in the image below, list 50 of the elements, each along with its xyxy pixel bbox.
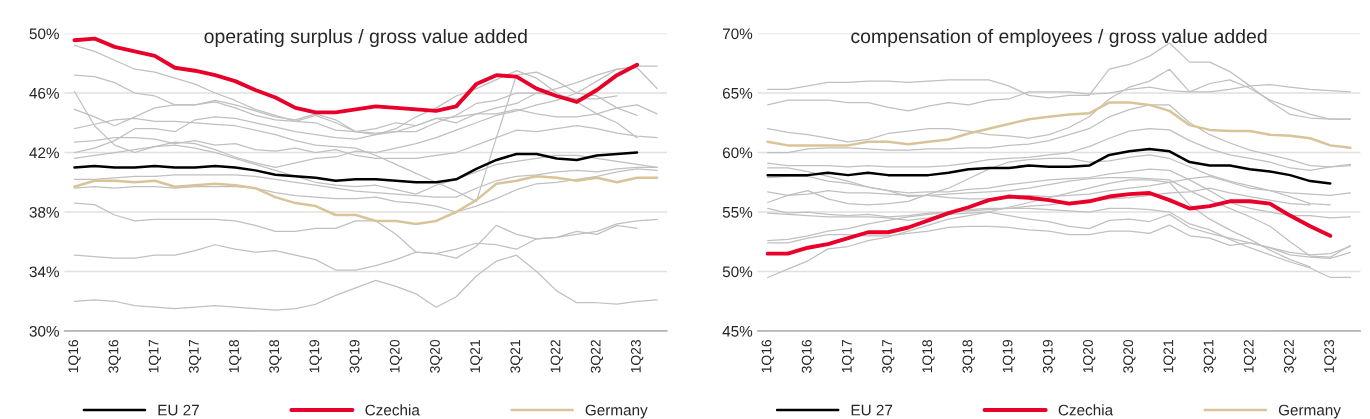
legend-label: EU 27 — [851, 404, 893, 416]
legend-label: Czechia — [1058, 404, 1114, 416]
legend-label: Germany — [585, 404, 648, 419]
legend-label: EU 27 — [158, 404, 199, 416]
x-tick-label: 1Q18 — [922, 339, 935, 373]
y-tick-label: 45% — [722, 325, 753, 337]
x-tick-label: 1Q18 — [229, 339, 242, 373]
x-tick-label: 3Q18 — [962, 339, 975, 373]
x-tick-label: 1Q23 — [1324, 339, 1337, 373]
y-tick-label: 70% — [722, 28, 753, 40]
chart-title: compensation of employees / gross value added — [851, 28, 1267, 48]
y-tick-label: 55% — [722, 206, 753, 218]
y-tick-label: 50% — [722, 266, 753, 278]
x-tick-label: 1Q16 — [68, 339, 81, 373]
y-tick-label: 34% — [29, 266, 59, 278]
x-tick-label: 3Q22 — [1283, 340, 1297, 373]
x-tick-label: 1Q17 — [148, 340, 162, 373]
y-tick-label: 30% — [29, 325, 59, 337]
x-tick-label: 1Q19 — [1002, 340, 1015, 373]
y-tick-label: 42% — [29, 147, 59, 159]
x-tick-label: 3Q17 — [882, 340, 895, 373]
x-tick-label: 3Q19 — [1042, 340, 1056, 373]
x-tick-label: 3Q16 — [801, 339, 815, 373]
x-tick-label: 1Q22 — [1243, 340, 1257, 373]
y-tick-label: 65% — [722, 87, 753, 99]
x-tick-label: 1Q23 — [630, 339, 644, 373]
x-tick-label: 1Q16 — [761, 339, 774, 373]
y-tick-label: 60% — [722, 147, 753, 159]
legend-label: Czechia — [365, 404, 420, 416]
y-tick-label: 46% — [29, 87, 59, 99]
x-tick-label: 1Q20 — [1083, 339, 1096, 373]
x-tick-label: 3Q21 — [1203, 340, 1216, 373]
x-tick-label: 3Q21 — [510, 340, 523, 373]
x-tick-label: 3Q20 — [430, 339, 443, 373]
x-tick-label: 1Q17 — [841, 340, 855, 373]
x-tick-label: 3Q20 — [1123, 339, 1136, 373]
x-tick-label: 3Q22 — [590, 340, 604, 373]
chart-title: operating surplus / gross value added — [204, 28, 527, 48]
legend-label: Germany — [1278, 404, 1341, 419]
x-tick-label: 1Q22 — [550, 340, 563, 373]
x-tick-label: 1Q21 — [470, 340, 483, 373]
x-tick-label: 1Q19 — [309, 340, 322, 373]
x-tick-label: 1Q20 — [389, 339, 403, 373]
y-tick-label: 50% — [29, 28, 59, 40]
y-tick-label: 38% — [29, 206, 59, 218]
x-tick-label: 1Q21 — [1163, 340, 1176, 373]
x-tick-label: 3Q17 — [188, 340, 202, 373]
x-tick-label: 3Q16 — [108, 339, 121, 373]
x-tick-label: 3Q19 — [349, 340, 362, 373]
x-tick-label: 3Q18 — [269, 339, 282, 373]
